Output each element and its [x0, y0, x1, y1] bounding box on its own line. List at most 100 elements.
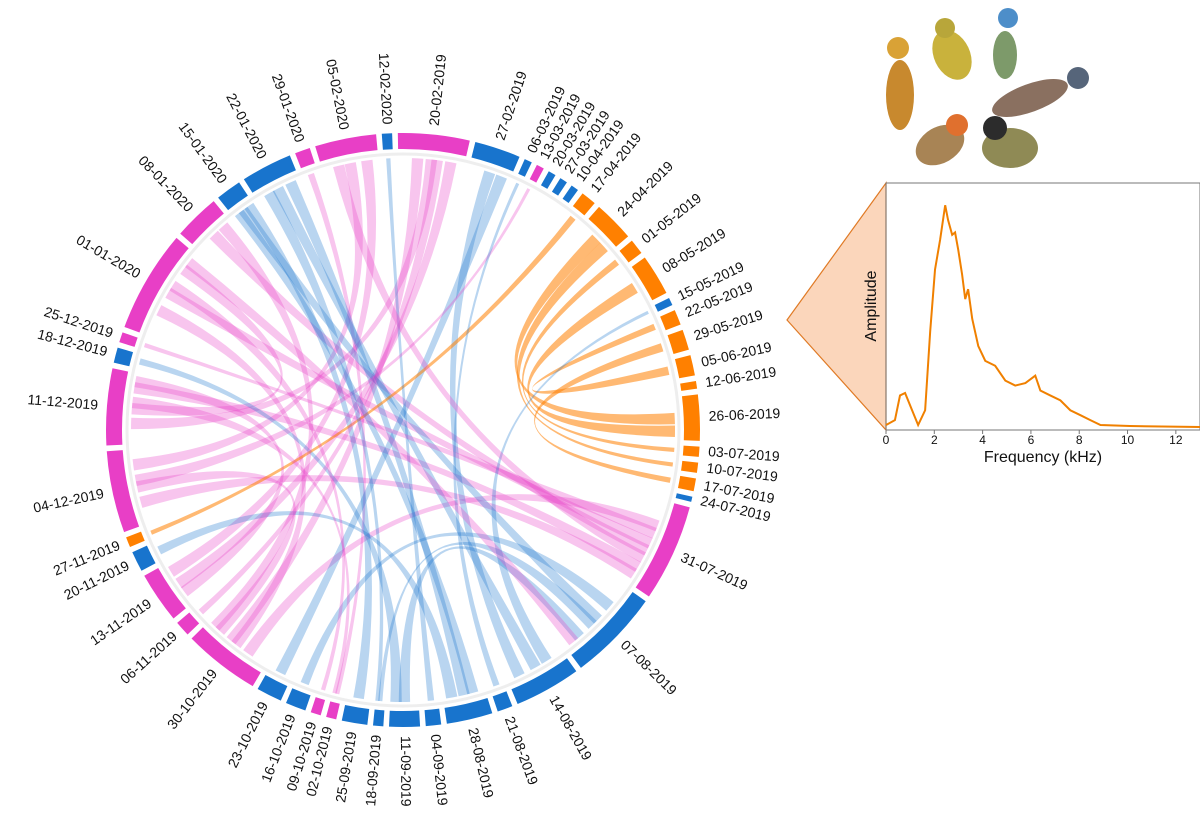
segment — [106, 368, 129, 446]
bird — [1067, 67, 1089, 89]
chord-link — [156, 305, 306, 649]
segment-label: 05-02-2020 — [323, 58, 353, 132]
x-tick-label: 8 — [1076, 433, 1083, 447]
bird — [992, 79, 1068, 117]
segment — [680, 380, 698, 391]
segment-label: 18-09-2019 — [362, 734, 384, 807]
segment — [126, 531, 145, 548]
segment — [285, 688, 311, 711]
bird — [886, 60, 914, 130]
segment-label: 04-09-2019 — [428, 733, 451, 806]
segment — [218, 182, 248, 211]
segment — [675, 493, 693, 502]
segment-label: 01-01-2020 — [74, 231, 144, 281]
segment-label: 12-02-2020 — [376, 52, 396, 125]
segment — [635, 503, 690, 597]
segment — [677, 475, 697, 492]
segment-label: 27-02-2019 — [492, 69, 530, 142]
segment — [571, 591, 646, 668]
chord-link — [133, 382, 641, 572]
segment-label: 28-08-2019 — [465, 726, 497, 800]
segment — [631, 257, 667, 301]
segment — [660, 310, 681, 331]
segment — [381, 133, 393, 150]
chord-link — [534, 343, 671, 483]
chord-link — [244, 202, 372, 700]
chord-link — [134, 375, 284, 597]
segment-label: 23-10-2019 — [224, 699, 271, 770]
segment — [389, 710, 421, 728]
segment-label: 04-12-2019 — [32, 485, 106, 516]
x-tick-label: 10 — [1121, 433, 1135, 447]
bird — [932, 30, 972, 80]
segment — [295, 148, 315, 169]
chord-link — [275, 174, 507, 676]
segment-label: 15-01-2020 — [176, 119, 231, 187]
segment-label: 06-11-2019 — [117, 628, 180, 687]
segment — [119, 332, 138, 347]
chord-link — [135, 471, 296, 635]
segment — [667, 329, 689, 354]
segment-label: 11-12-2019 — [27, 391, 99, 413]
chord-link — [514, 234, 675, 425]
segment-label: 25-09-2019 — [332, 730, 360, 803]
chord-diagram: 20-02-2019 27-02-201906-03-201913-03-2019… — [27, 52, 781, 806]
segment — [243, 155, 296, 193]
spectrum-line — [885, 205, 1200, 429]
chord-link — [527, 283, 675, 437]
chord-link — [132, 162, 363, 471]
segment — [551, 178, 567, 196]
bird — [887, 37, 909, 59]
segment — [681, 460, 699, 473]
segment — [518, 159, 532, 177]
segment — [106, 450, 140, 533]
segment-label: 14-08-2019 — [546, 693, 595, 764]
segment — [424, 708, 442, 727]
segment — [132, 545, 156, 571]
segment — [540, 171, 556, 189]
segment — [372, 709, 385, 727]
segment — [177, 612, 200, 635]
chord-link — [386, 158, 435, 701]
chord-link — [516, 242, 674, 467]
segment — [191, 627, 261, 687]
segment — [341, 704, 370, 725]
chord-link — [165, 287, 653, 549]
segment — [572, 193, 595, 216]
segment — [471, 141, 520, 172]
segment-label: 03-07-2019 — [708, 443, 781, 464]
segment — [619, 240, 642, 263]
segment — [674, 355, 695, 379]
segment — [180, 201, 224, 245]
bird — [998, 8, 1018, 28]
segment — [511, 658, 577, 704]
x-tick-label: 0 — [883, 433, 890, 447]
segment — [326, 701, 340, 720]
segment — [144, 567, 186, 619]
segment-label: 30-10-2019 — [164, 666, 221, 733]
segment — [315, 134, 378, 162]
segment — [257, 675, 288, 701]
segment-label: 07-08-2019 — [618, 637, 681, 699]
segment-label: 20-02-2019 — [426, 53, 449, 126]
chord-link — [491, 310, 649, 664]
segment-label: 26-06-2019 — [708, 405, 780, 424]
bird — [983, 116, 1007, 140]
segment — [562, 185, 578, 203]
chord-link — [185, 258, 579, 646]
plot-frame — [885, 182, 1200, 431]
x-axis-label: Frequency (kHz) — [984, 449, 1102, 466]
chord-link — [243, 494, 660, 657]
segment-label: 29-01-2020 — [269, 72, 308, 145]
segment — [682, 445, 700, 457]
chord-link — [532, 323, 670, 394]
segment — [529, 164, 544, 183]
segment-label: 22-01-2020 — [223, 90, 270, 161]
segment — [681, 394, 700, 441]
chord-link — [272, 185, 541, 671]
x-tick-label: 12 — [1169, 433, 1183, 447]
segment-label: 12-06-2019 — [704, 363, 777, 390]
chord-link — [238, 206, 602, 624]
segment — [654, 297, 673, 312]
